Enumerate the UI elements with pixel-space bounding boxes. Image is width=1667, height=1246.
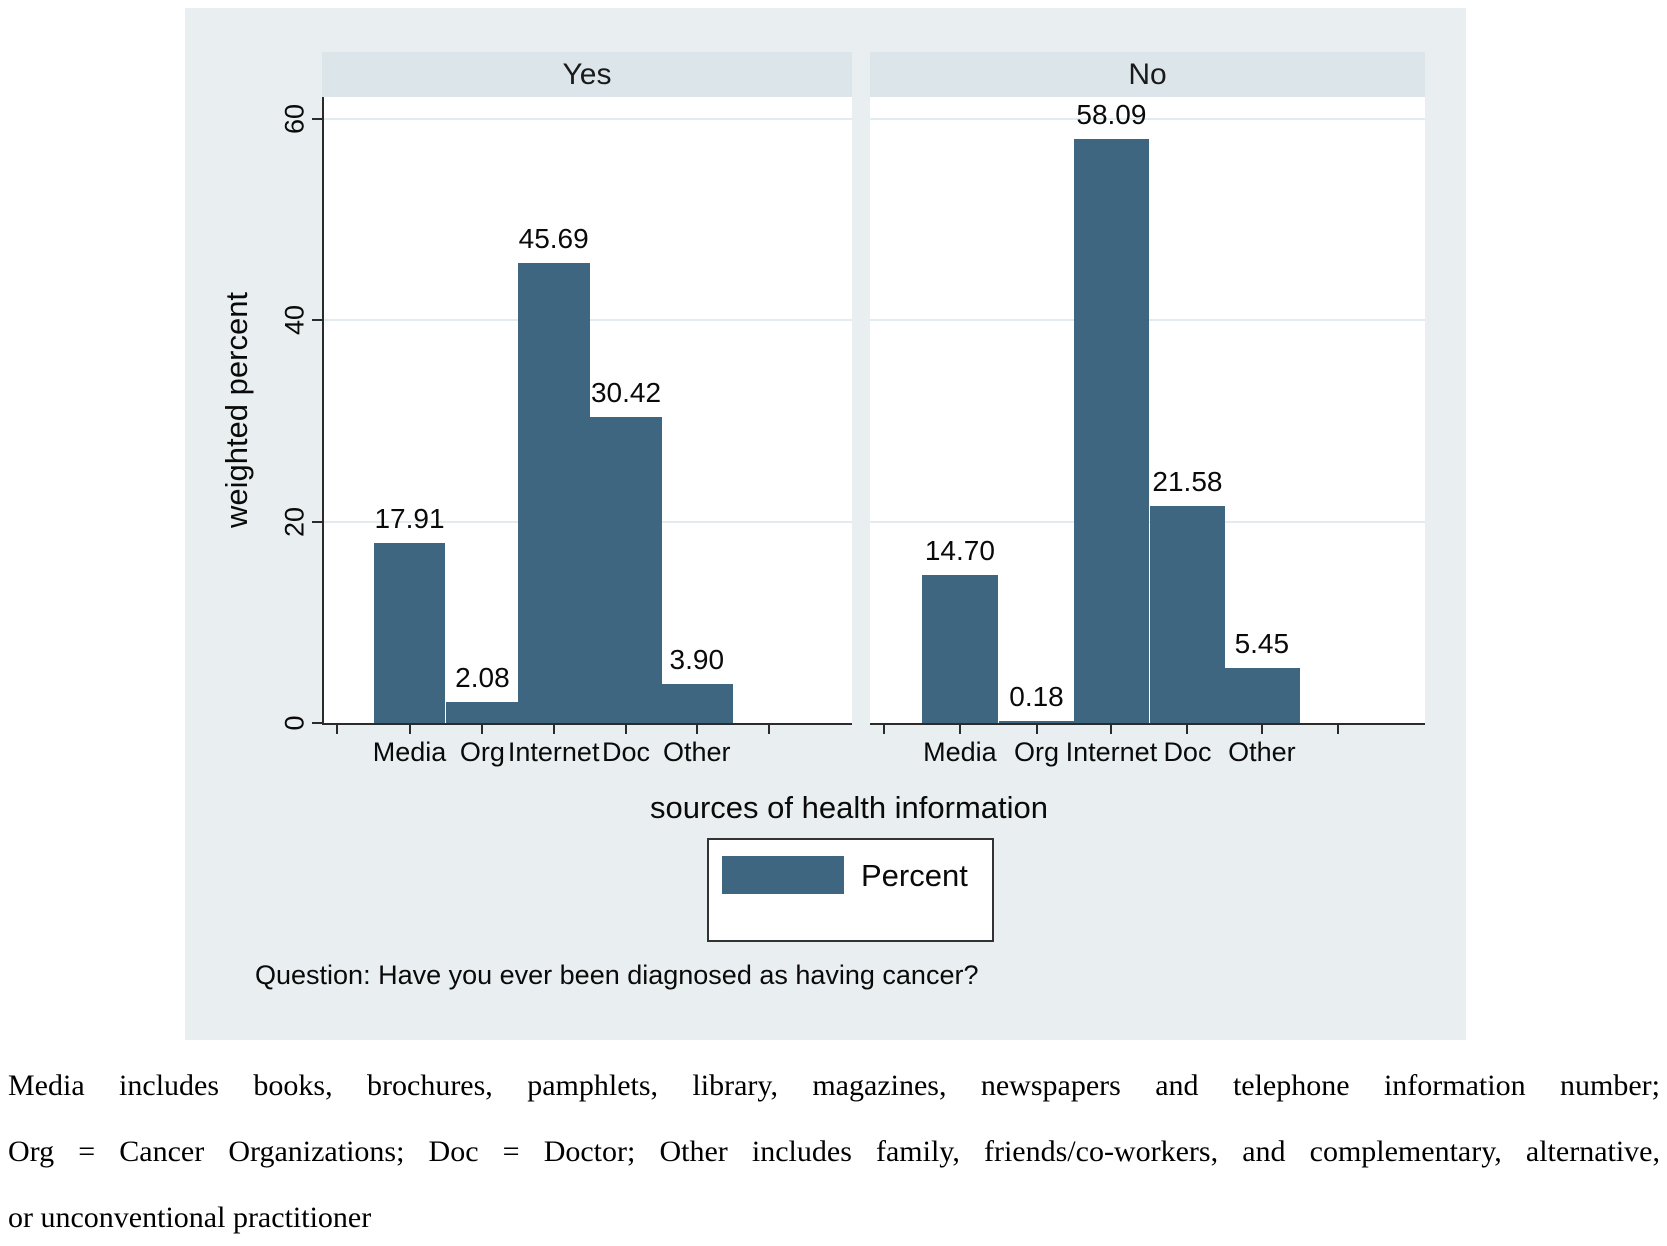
panel-no-plot: 14.70 0.18 58.09 21.58 5.45 Media Org In…	[870, 97, 1425, 767]
category-label-doc: Doc	[1163, 737, 1212, 767]
bar-value-yes-org: 2.08	[455, 662, 510, 694]
bar-value-no-doc: 21.58	[1152, 465, 1223, 497]
y-tick-label-0: 0	[279, 715, 310, 731]
y-tick-20	[312, 521, 323, 523]
bar-value-yes-media: 17.91	[374, 502, 445, 534]
bar-yes-other	[660, 683, 733, 723]
y-axis-title: weighted percent	[219, 291, 254, 529]
bar-yes-doc	[590, 416, 662, 723]
panel-no-header: No	[870, 52, 1425, 97]
bar-value-no-media: 14.70	[924, 535, 995, 567]
figure: weighted percent 0 20 40 60 Yes 17.91 2.…	[185, 8, 1466, 1040]
x-tick	[481, 723, 484, 734]
footnote-line-2: Org = Cancer Organizations; Doc = Doctor…	[8, 1135, 1660, 1168]
bar-value-no-internet: 58.09	[1076, 98, 1147, 130]
gridline-60	[870, 118, 1425, 120]
bar-no-media	[922, 575, 998, 723]
y-tick-label-60: 60	[279, 103, 310, 135]
category-label-other: Other	[1228, 737, 1296, 767]
footnote-line-3: or unconventional practitioner	[8, 1201, 372, 1234]
figure-caption: Question: Have you ever been diagnosed a…	[255, 960, 979, 990]
category-label-other: Other	[663, 737, 731, 767]
bar-value-yes-internet: 45.69	[518, 223, 589, 255]
gridline-60	[324, 118, 852, 120]
bar-no-internet	[1073, 138, 1150, 723]
bar-no-other	[1224, 668, 1300, 723]
x-tick	[958, 723, 961, 734]
x-tick	[552, 723, 555, 734]
legend-label: Percent	[861, 858, 968, 893]
category-label-media: Media	[372, 737, 447, 767]
x-tick	[1260, 723, 1263, 734]
panel-yes-header: Yes	[322, 52, 852, 97]
x-tick	[1336, 723, 1339, 734]
legend-swatch-icon	[722, 856, 844, 894]
x-tick	[768, 723, 771, 734]
x-tick	[1110, 723, 1113, 734]
legend: Percent	[707, 838, 994, 942]
category-label-internet: Internet	[507, 737, 600, 767]
bar-yes-media	[373, 542, 446, 723]
x-tick	[1035, 723, 1038, 734]
y-tick-40	[312, 319, 323, 321]
category-label-org: Org	[1013, 737, 1059, 767]
x-tick	[625, 723, 628, 734]
category-label-doc: Doc	[602, 737, 651, 767]
footnote-line-1: Media includes books, brochures, pamphle…	[8, 1069, 1660, 1102]
x-tick	[1186, 723, 1189, 734]
bar-value-yes-other: 3.90	[669, 643, 725, 675]
category-label-media: Media	[923, 737, 997, 767]
footnote: Media includes books, brochures, pamphle…	[8, 1068, 1660, 1236]
bar-value-no-other: 5.45	[1234, 628, 1290, 660]
y-tick-0	[312, 722, 323, 724]
panel-no: No 14.70 0.18 58.09 21.58 5.45	[870, 52, 1425, 767]
bar-no-doc	[1149, 505, 1226, 723]
panel-yes: Yes 17.91 2.08 45.69 30.42 3.90	[322, 52, 852, 767]
y-tick-60	[312, 118, 323, 120]
x-axis-title: sources of health information	[649, 790, 1049, 825]
y-tick-label-40: 40	[279, 304, 310, 336]
bar-yes-internet	[517, 263, 590, 723]
y-tick-label-20: 20	[279, 506, 310, 538]
x-tick	[882, 723, 885, 734]
bar-yes-org	[446, 702, 519, 723]
x-tick	[336, 723, 339, 734]
bar-no-org	[998, 721, 1075, 723]
bar-value-no-org: 0.18	[1009, 681, 1064, 713]
panel-yes-plot: 17.91 2.08 45.69 30.42 3.90 Media Org In…	[322, 97, 852, 767]
x-tick	[408, 723, 411, 734]
category-label-internet: Internet	[1065, 737, 1158, 767]
bar-value-yes-doc: 30.42	[590, 376, 662, 408]
x-tick	[695, 723, 698, 734]
category-label-org: Org	[459, 737, 505, 767]
